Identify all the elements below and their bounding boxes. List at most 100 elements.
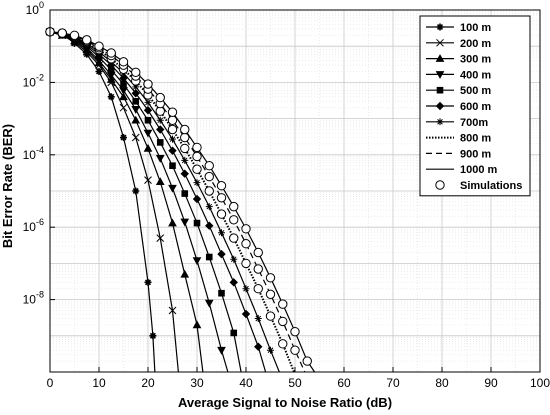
legend-label: 600 m bbox=[460, 101, 491, 113]
data-point bbox=[436, 23, 444, 31]
axis-ticks: 0 10 20 30 40 50 60 70 80 90 100 100 10-2 10-4 10-6 10-… bbox=[23, 0, 550, 390]
data-point bbox=[204, 160, 214, 171]
data-point bbox=[168, 306, 177, 315]
x-tick-label: 70 bbox=[386, 376, 400, 390]
data-point bbox=[230, 329, 238, 337]
x-tick-label: 20 bbox=[141, 376, 155, 390]
data-point bbox=[169, 162, 176, 169]
data-point bbox=[167, 107, 178, 117]
data-point bbox=[242, 285, 250, 293]
y-tick-label: 10-4 bbox=[23, 145, 44, 162]
data-point bbox=[218, 289, 225, 297]
data-point bbox=[119, 74, 128, 83]
data-point bbox=[180, 218, 190, 227]
data-point bbox=[205, 253, 213, 261]
x-tick-label: 60 bbox=[337, 376, 351, 390]
data-point bbox=[95, 68, 103, 76]
data-point bbox=[253, 284, 263, 294]
y-tick-label: 10-8 bbox=[23, 290, 44, 307]
data-point bbox=[144, 176, 152, 184]
series-900-m bbox=[49, 31, 306, 373]
data-point bbox=[265, 311, 276, 321]
legend-label: 800 m bbox=[460, 133, 491, 145]
data-point bbox=[290, 345, 300, 355]
data-point bbox=[217, 249, 226, 259]
data-point bbox=[132, 98, 140, 105]
data-point bbox=[436, 38, 444, 47]
data-point bbox=[155, 92, 165, 103]
data-point bbox=[267, 346, 274, 354]
data-point bbox=[181, 190, 189, 197]
data-point bbox=[155, 177, 165, 186]
data-point bbox=[205, 221, 214, 230]
data-point bbox=[435, 180, 445, 190]
x-tick-label: 40 bbox=[239, 376, 253, 390]
data-point bbox=[278, 299, 288, 309]
legend-item: 900 m bbox=[426, 148, 491, 160]
data-point bbox=[192, 257, 202, 266]
series-600-m bbox=[45, 27, 267, 373]
data-point bbox=[144, 98, 152, 106]
data-point bbox=[119, 87, 128, 95]
data-point bbox=[180, 124, 190, 135]
data-point bbox=[204, 171, 214, 182]
x-tick-label: 50 bbox=[288, 376, 302, 390]
data-point bbox=[180, 143, 190, 154]
legend-item: Simulations bbox=[435, 180, 522, 192]
legend-item: 100 m bbox=[426, 22, 491, 34]
data-point bbox=[167, 115, 178, 125]
legend-item: 400 m bbox=[426, 69, 491, 81]
data-point bbox=[156, 139, 164, 146]
data-point bbox=[106, 48, 116, 58]
data-point bbox=[119, 103, 128, 112]
data-point bbox=[192, 194, 202, 204]
legend-item: 300 m bbox=[426, 54, 491, 66]
data-point bbox=[241, 224, 251, 234]
data-point bbox=[94, 41, 104, 51]
data-point bbox=[436, 86, 444, 94]
data-point bbox=[180, 269, 190, 278]
data-point bbox=[229, 278, 238, 287]
data-point bbox=[254, 342, 263, 351]
legend-label: 400 m bbox=[460, 69, 491, 81]
data-point bbox=[229, 215, 239, 225]
data-point bbox=[290, 326, 300, 337]
data-point bbox=[131, 89, 140, 98]
y-tick-label: 10-6 bbox=[23, 217, 44, 234]
x-axis-label: Average Signal to Noise Ratio (dB) bbox=[178, 395, 392, 410]
legend-label: 700m bbox=[460, 117, 488, 129]
legend-item: 700m bbox=[426, 117, 488, 129]
legend-label: 500 m bbox=[460, 85, 491, 97]
data-point bbox=[132, 187, 140, 195]
legend-label: 100 m bbox=[460, 22, 491, 34]
data-point bbox=[216, 181, 227, 191]
data-point bbox=[143, 143, 153, 152]
data-point bbox=[204, 299, 214, 308]
series-simulations bbox=[45, 27, 312, 366]
data-point bbox=[143, 79, 153, 89]
data-point bbox=[230, 255, 238, 263]
data-point bbox=[131, 133, 140, 142]
data-point bbox=[193, 179, 201, 187]
x-tick-label: 30 bbox=[190, 376, 204, 390]
data-point bbox=[167, 124, 178, 135]
legend-label: 900 m bbox=[460, 148, 491, 160]
series-layer bbox=[45, 27, 316, 373]
x-tick-label: 100 bbox=[530, 376, 550, 390]
series-line bbox=[49, 31, 229, 373]
data-point bbox=[149, 332, 157, 340]
data-point bbox=[302, 356, 312, 366]
data-point bbox=[120, 134, 127, 142]
data-point bbox=[168, 146, 177, 155]
data-point bbox=[265, 273, 276, 283]
data-point bbox=[229, 201, 239, 212]
data-point bbox=[192, 320, 202, 329]
x-tick-label: 10 bbox=[92, 376, 106, 390]
data-point bbox=[216, 209, 227, 219]
data-point bbox=[143, 106, 153, 115]
data-point bbox=[278, 339, 288, 349]
data-point bbox=[218, 229, 225, 237]
data-point bbox=[83, 50, 91, 58]
data-point bbox=[82, 35, 92, 45]
